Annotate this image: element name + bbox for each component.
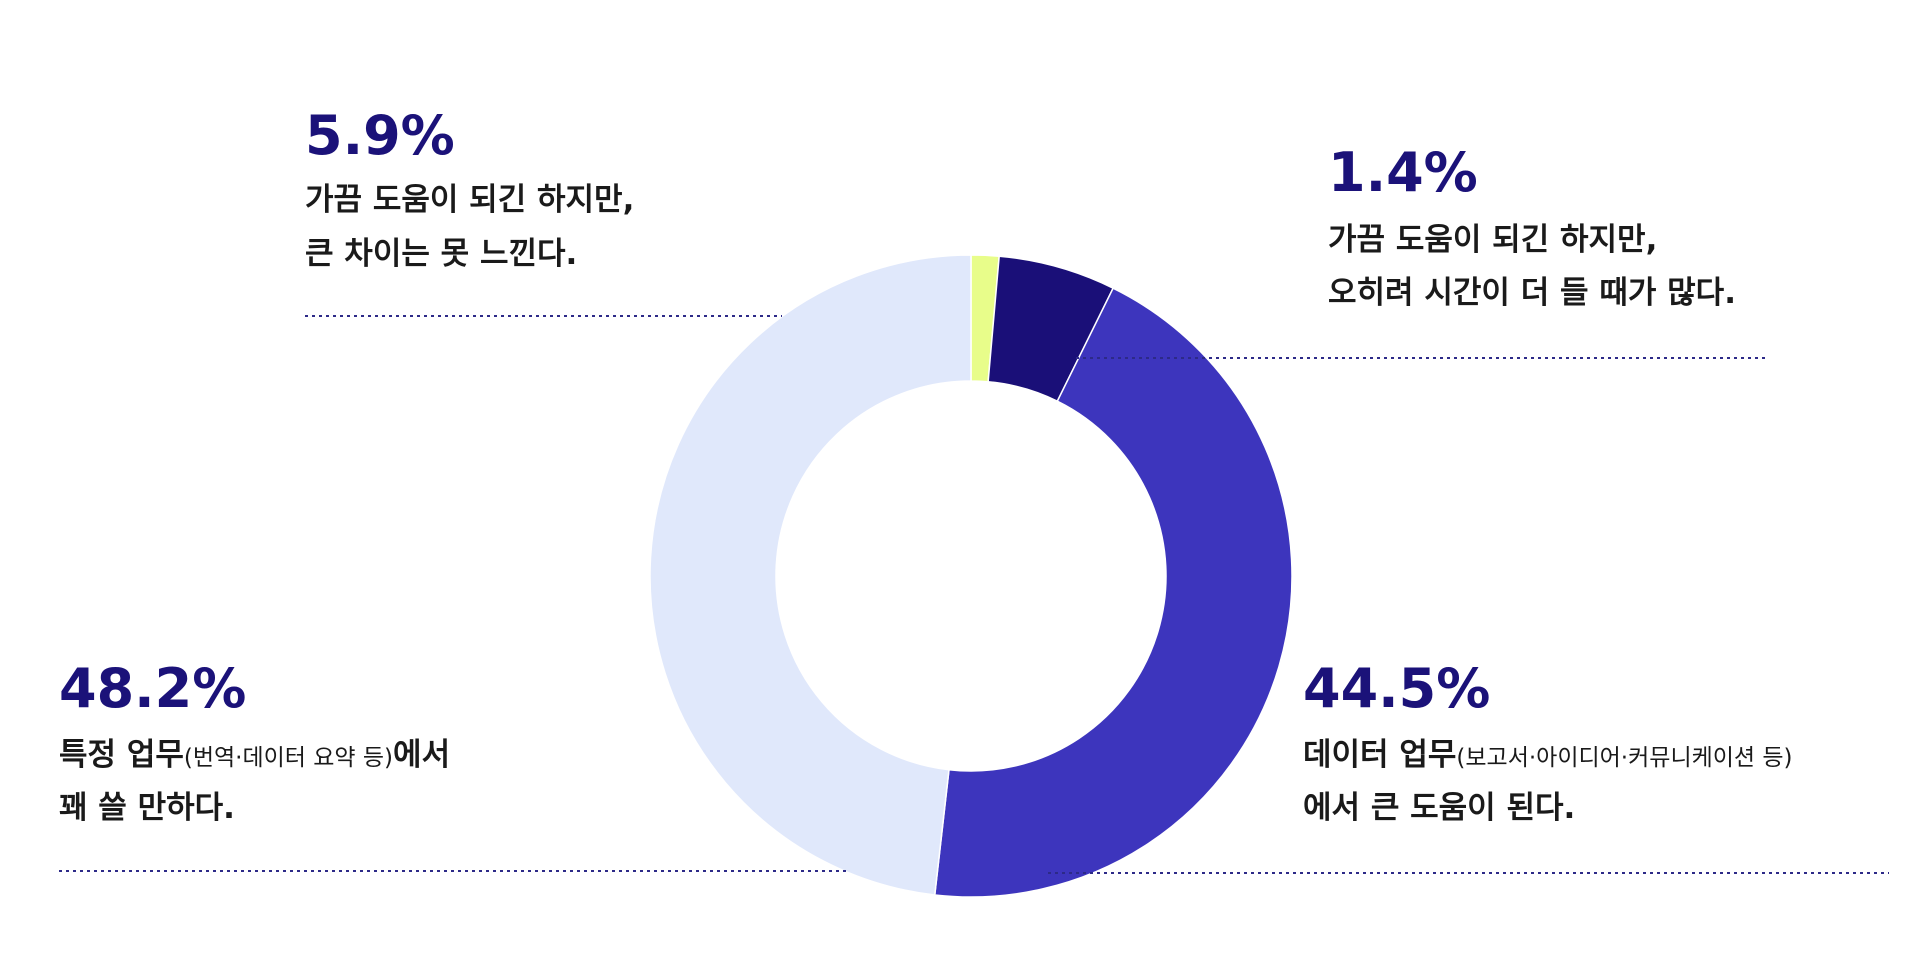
description: 가끔 도움이 되긴 하지만,	[305, 182, 634, 218]
description-part: 특정 업무	[59, 737, 184, 773]
description-part: 데이터 업무	[1303, 737, 1456, 773]
description-part: (번역·데이터 요약 등)	[184, 745, 393, 771]
slice	[933, 287, 1293, 898]
description-part: (보고서·아이디어·커뮤니케이션 등)	[1456, 745, 1792, 771]
description-part: 가끔 도움이 되긴 하지만,	[305, 182, 634, 218]
description-part: 에서 큰 도움이 된다.	[1303, 790, 1575, 826]
description-part: 에서	[393, 737, 450, 773]
description: 특정 업무(번역·데이터 요약 등)에서	[59, 737, 450, 773]
description-part: 오히려 시간이 더 들 때가 많다.	[1328, 275, 1736, 311]
value-label: 1.4%	[1328, 141, 1478, 204]
description-part: 큰 차이는 못 느낀다.	[305, 236, 577, 272]
value-label: 44.5%	[1303, 657, 1490, 720]
slice	[649, 254, 972, 896]
description: 꽤 쓸 만하다.	[59, 790, 235, 826]
description: 오히려 시간이 더 들 때가 많다.	[1328, 275, 1736, 311]
description: 데이터 업무(보고서·아이디어·커뮤니케이션 등)	[1303, 737, 1793, 773]
description-part: 가끔 도움이 되긴 하지만,	[1328, 222, 1657, 258]
value-label: 48.2%	[59, 657, 246, 720]
value-label: 5.9%	[305, 104, 455, 167]
description: 가끔 도움이 되긴 하지만,	[1328, 222, 1657, 258]
description-part: 꽤 쓸 만하다.	[59, 790, 235, 826]
description: 큰 차이는 못 느낀다.	[305, 236, 577, 272]
description: 에서 큰 도움이 된다.	[1303, 790, 1575, 826]
